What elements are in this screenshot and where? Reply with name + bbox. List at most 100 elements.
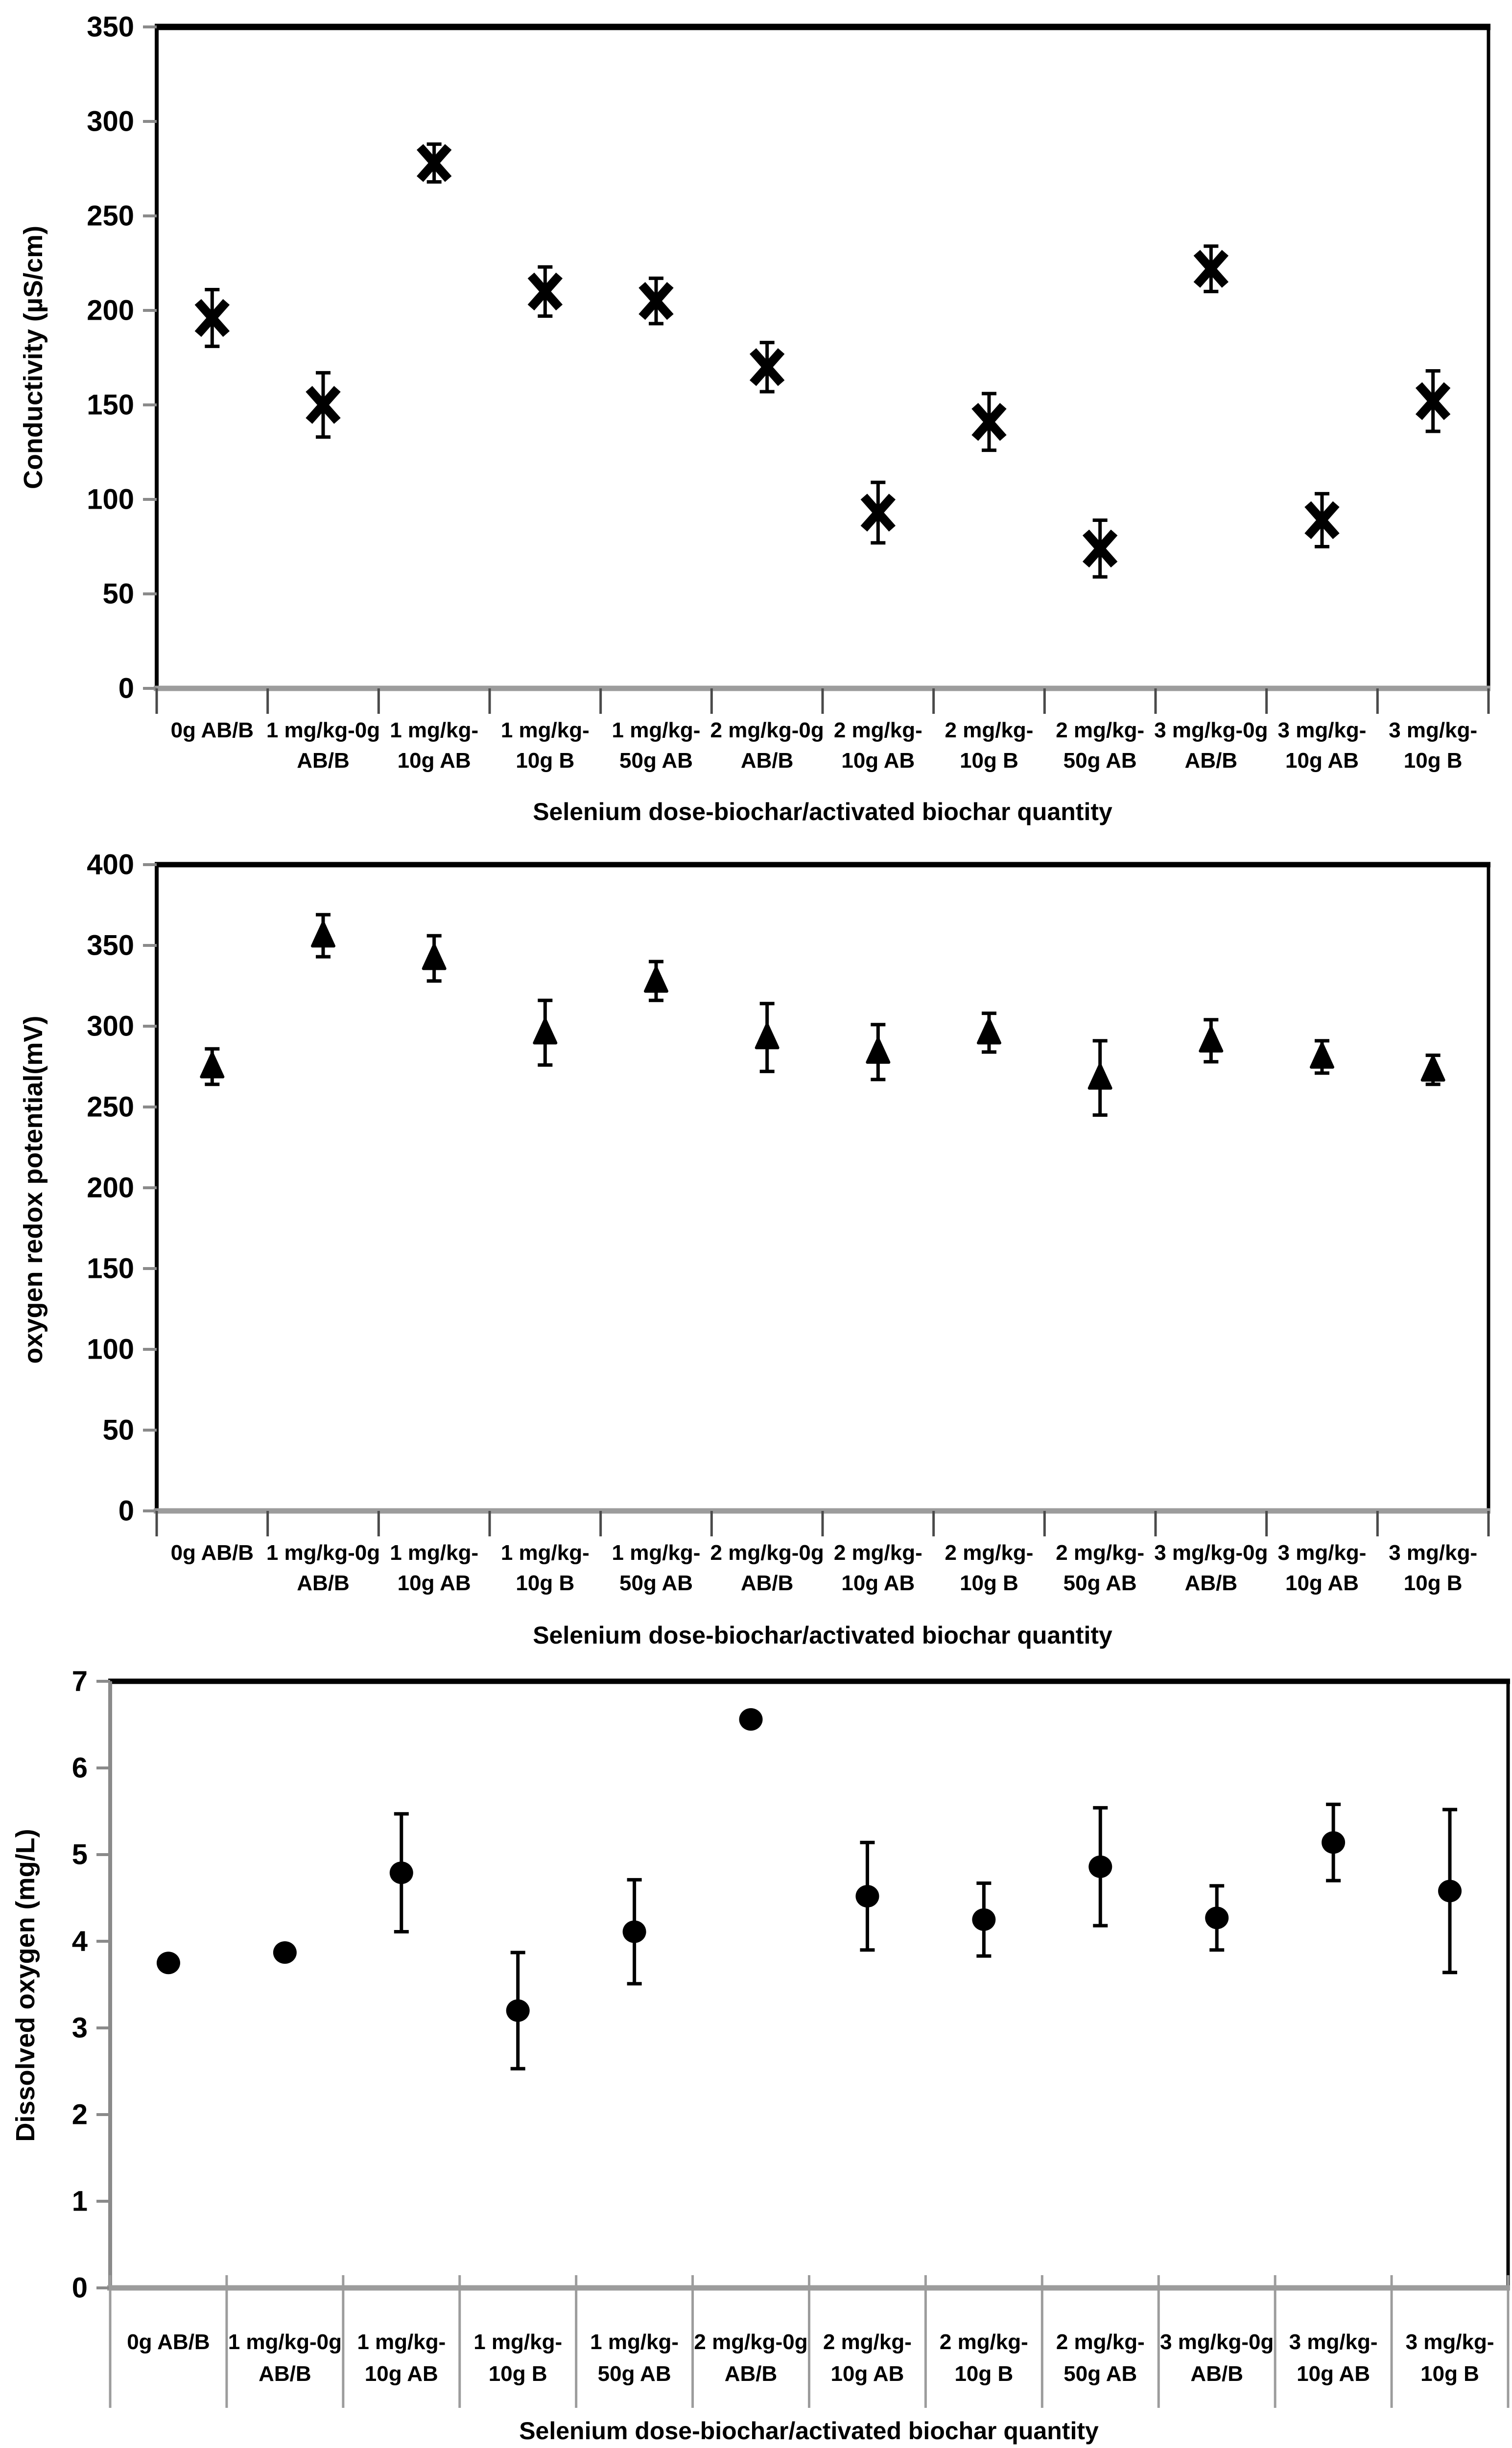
y-tick-label: 150 bbox=[87, 389, 134, 421]
data-point bbox=[622, 1878, 646, 1986]
data-series bbox=[194, 142, 1451, 579]
data-series bbox=[156, 1708, 1462, 2071]
conductivity-chart: Conductivity (µS/cm) 0 50 100 150 200 250 300 3… bbox=[0, 0, 1512, 852]
x-category-label: 3 mg/kg-10g AB bbox=[1278, 718, 1367, 773]
x-category-label: 2 mg/kg-0g AB/B bbox=[710, 1541, 824, 1595]
filled-circle-icon bbox=[273, 1941, 297, 1964]
bold-x-icon bbox=[749, 348, 785, 386]
x-category-label: 2 mg/kg-10g B bbox=[940, 2330, 1028, 2386]
data-point bbox=[200, 1047, 225, 1086]
x-category-label: 2 mg/kg-0g AB/B bbox=[710, 718, 824, 773]
data-point bbox=[306, 371, 341, 439]
y-tick-label: 0 bbox=[118, 673, 134, 705]
x-category-label: 1 mg/kg-10g AB bbox=[390, 718, 478, 773]
y-tick-label: 200 bbox=[87, 295, 134, 327]
y-tick-label: 5 bbox=[72, 1839, 88, 1871]
filled-circle-icon bbox=[1205, 1907, 1229, 1930]
y-tick-label: 350 bbox=[87, 930, 134, 962]
bold-x-icon bbox=[306, 386, 341, 424]
x-axis bbox=[155, 1511, 1490, 1536]
y-tick-label: 0 bbox=[72, 2272, 88, 2304]
x-category-label: 1 mg/kg-10g B bbox=[501, 1541, 590, 1595]
filled-triangle-icon bbox=[866, 1037, 891, 1064]
redox-plot-canvas: 0 50 100 150 200 250 300 350 400 0g AB/B 1 mg/kg-0… bbox=[87, 852, 1490, 1595]
data-point bbox=[533, 998, 558, 1067]
y-tick-label: 6 bbox=[72, 1752, 88, 1784]
x-category-label: 3 mg/kg-10g AB bbox=[1278, 1541, 1367, 1595]
x-category-label: 2 mg/kg-10g B bbox=[945, 1541, 1034, 1595]
data-point bbox=[1205, 1884, 1229, 1952]
x-category-labels: 0g AB/B 1 mg/kg-0g AB/B1 mg/kg-10g AB1 mg/… bbox=[171, 1541, 1478, 1595]
bold-x-icon bbox=[527, 272, 563, 311]
x-axis bbox=[109, 2275, 1510, 2408]
y-axis: 0 50 100 150 200 250 300 350 400 bbox=[87, 852, 157, 1527]
filled-triangle-icon bbox=[1310, 1042, 1334, 1069]
x-category-labels: 0g AB/B 1 mg/kg-0g AB/B1 mg/kg-10g AB1 mg/… bbox=[127, 2330, 1494, 2386]
data-point bbox=[311, 913, 335, 959]
bold-x-icon bbox=[1415, 382, 1451, 420]
x-category-label: 1 mg/kg-50g AB bbox=[612, 718, 701, 773]
conductivity-plot-canvas: 0 50 100 150 200 250 300 350 0g AB/B 1 mg/kg-0g AB… bbox=[87, 11, 1490, 773]
data-point bbox=[1415, 369, 1451, 433]
data-point bbox=[855, 1840, 879, 1952]
x-category-label: 2 mg/kg-10g AB bbox=[834, 1541, 922, 1595]
x-category-label: 3 mg/kg-10g AB bbox=[1289, 2330, 1378, 2386]
filled-circle-icon bbox=[855, 1884, 879, 1907]
filled-circle-icon bbox=[389, 1861, 413, 1884]
y-tick-label: 400 bbox=[87, 852, 134, 881]
data-point bbox=[416, 142, 452, 184]
x-category-label: 2 mg/kg-0g AB/B bbox=[694, 2330, 807, 2386]
x-category-label: 2 mg/kg-10g B bbox=[945, 718, 1034, 773]
filled-circle-icon bbox=[506, 1999, 530, 2022]
x-category-label: 0g AB/B bbox=[127, 2330, 210, 2354]
data-point bbox=[977, 1012, 1001, 1054]
y-axis: 0 50 100 150 200 250 300 350 bbox=[87, 11, 157, 705]
data-point bbox=[389, 1812, 413, 1934]
bold-x-icon bbox=[638, 282, 674, 320]
y-tick-label: 50 bbox=[102, 1414, 134, 1446]
redox-x-axis-title: Selenium dose-biochar/activated biochar … bbox=[533, 1622, 1112, 1649]
x-category-label: 1 mg/kg-0g AB/B bbox=[266, 1541, 380, 1595]
data-point bbox=[749, 341, 785, 394]
x-category-label: 2 mg/kg-50g AB bbox=[1056, 2330, 1145, 2386]
filled-triangle-icon bbox=[1199, 1026, 1224, 1053]
data-point bbox=[422, 934, 447, 983]
x-category-label: 3 mg/kg-10g B bbox=[1389, 1541, 1477, 1595]
x-category-label: 1 mg/kg-10g AB bbox=[357, 2330, 446, 2386]
bold-x-icon bbox=[1193, 250, 1229, 288]
filled-circle-icon bbox=[1438, 1880, 1462, 1903]
dissolved-oxygen-chart: Dissolved oxygen (mg/L) 0 1 2 3 4 5 6 7 0g AB/B 1… bbox=[0, 1665, 1512, 2448]
y-tick-label: 250 bbox=[87, 200, 134, 232]
dissolved-oxygen-plot-canvas: 0 1 2 3 4 5 6 7 0g AB/B 1 mg/kg-0g AB/B 1 mg/kg-10g… bbox=[72, 1666, 1510, 2408]
filled-triangle-icon bbox=[1087, 1063, 1112, 1090]
filled-triangle-icon bbox=[422, 943, 447, 970]
data-point bbox=[755, 1002, 780, 1073]
x-category-label: 2 mg/kg-50g AB bbox=[1056, 718, 1144, 773]
filled-triangle-icon bbox=[644, 966, 668, 993]
filled-triangle-icon bbox=[1420, 1055, 1445, 1082]
data-series bbox=[200, 913, 1445, 1117]
data-point bbox=[866, 1023, 891, 1082]
data-point bbox=[638, 276, 674, 326]
data-point bbox=[506, 1951, 530, 2071]
x-category-label: 1 mg/kg-10g B bbox=[501, 718, 590, 773]
filled-triangle-icon bbox=[200, 1052, 225, 1079]
data-point bbox=[1082, 518, 1118, 579]
data-point bbox=[1310, 1039, 1334, 1075]
filled-triangle-icon bbox=[977, 1018, 1001, 1045]
filled-triangle-icon bbox=[533, 1018, 558, 1045]
x-category-label: 3 mg/kg-0g AB/B bbox=[1160, 2330, 1274, 2386]
data-point bbox=[1304, 492, 1340, 548]
x-category-label: 2 mg/kg-10g AB bbox=[834, 718, 922, 773]
y-tick-label: 4 bbox=[72, 1926, 88, 1957]
filled-circle-icon bbox=[972, 1908, 996, 1931]
data-point bbox=[1420, 1053, 1445, 1086]
data-point bbox=[972, 1881, 996, 1958]
y-tick-label: 300 bbox=[87, 106, 134, 138]
dissolved-oxygen-x-axis-title: Selenium dose-biochar/activated biochar … bbox=[519, 2417, 1099, 2445]
bold-x-icon bbox=[194, 299, 230, 337]
x-category-label: 3 mg/kg-0g AB/B bbox=[1154, 1541, 1268, 1595]
filled-triangle-icon bbox=[311, 921, 335, 948]
x-axis bbox=[155, 688, 1490, 714]
